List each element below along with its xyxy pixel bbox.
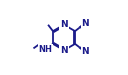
Text: N: N <box>81 19 89 28</box>
Text: N: N <box>60 46 68 55</box>
Text: N: N <box>81 47 89 56</box>
Text: N: N <box>60 20 68 29</box>
Text: NH: NH <box>39 45 52 54</box>
